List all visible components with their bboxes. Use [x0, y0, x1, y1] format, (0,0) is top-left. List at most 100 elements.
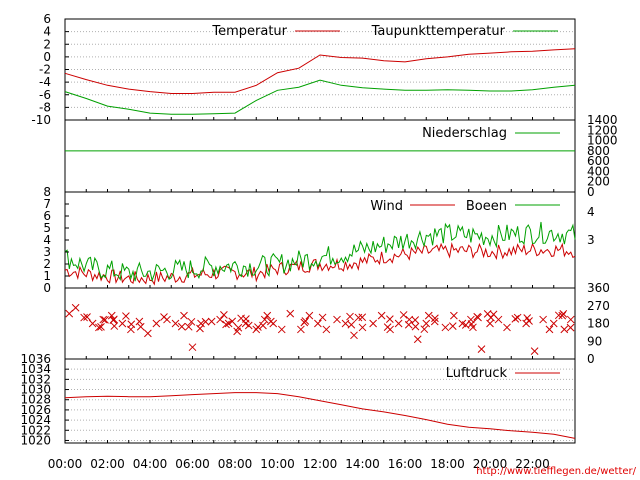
y-tick-label: 1026	[20, 403, 51, 417]
wind-direction-point	[286, 309, 295, 318]
wind-direction-point	[216, 315, 224, 324]
legend-temperatur-label: Temperatur	[211, 24, 287, 39]
wind-direction-point	[322, 325, 331, 334]
y-tick-label: 1022	[20, 423, 51, 437]
wind-direction-point	[318, 313, 327, 322]
wind-direction-point	[411, 316, 420, 324]
wind-direction-point	[431, 314, 439, 323]
wind-direction-point	[254, 323, 262, 331]
wind-direction-point	[503, 323, 511, 332]
wind-direction-point	[144, 329, 152, 338]
wind-direction-point	[301, 317, 310, 325]
y-tick-label: 6	[43, 209, 51, 223]
tick-label-layer: -10-8-6-4-202460200400600800100012001400…	[20, 12, 617, 471]
wind-direction-point	[180, 311, 188, 320]
x-tick-label: 04:00	[133, 457, 168, 471]
wind-direction-point	[110, 322, 119, 330]
wind-direction-point	[354, 313, 363, 322]
wind-direction-point	[136, 322, 145, 331]
y-right-tick-label: 800	[587, 144, 610, 158]
y-tick-label: 1024	[20, 413, 51, 427]
y-tick-label: 5	[43, 221, 51, 235]
wind-direction-point	[196, 324, 204, 333]
wind-direction-point	[107, 311, 116, 320]
wind-direction-point	[224, 319, 233, 328]
x-tick-label: 18:00	[430, 457, 465, 471]
grid-layer	[65, 31, 575, 441]
wind-direction-point	[448, 322, 457, 330]
wind-direction-point	[277, 325, 286, 334]
wind-direction-point	[259, 321, 267, 330]
legend-boeen-label: Boeen	[466, 199, 507, 214]
wind-direction-point	[220, 311, 228, 319]
legend-luftdruck-label: Luftdruck	[446, 366, 508, 381]
y-tick-label: 1020	[20, 433, 51, 447]
series-line-temperatur	[64, 48, 576, 94]
wind-direction-point	[566, 315, 575, 324]
wind-direction-point	[377, 311, 386, 320]
wind-direction-point	[469, 323, 477, 332]
wind-direction-point	[207, 317, 216, 326]
y-right-tick-label: 270	[587, 299, 610, 313]
wind-direction-point	[554, 311, 563, 320]
y-right-tick-label: 400	[587, 164, 610, 178]
wind-direction-point	[260, 315, 269, 324]
y-tick-label: -10	[31, 113, 51, 127]
y-right-tick-label: 1000	[587, 134, 618, 148]
wind-direction-point	[135, 317, 144, 326]
y-right-tick-label: 90	[587, 334, 602, 348]
wind-direction-point	[430, 317, 439, 326]
source-link[interactable]: http://www.tiefflegen.de/wetter/	[476, 466, 636, 477]
y-tick-label: -2	[39, 63, 51, 77]
x-tick-label: 06:00	[175, 457, 210, 471]
y-right-tick-label: 600	[587, 154, 610, 168]
legend-taupunkttemperatur-label: Taupunkttemperatur	[371, 24, 506, 39]
wind-direction-point	[394, 319, 403, 328]
wind-direction-point	[152, 319, 161, 328]
x-tick-label: 12:00	[303, 457, 338, 471]
y-right-tick-label: 4	[587, 205, 595, 219]
wind-direction-point	[171, 319, 180, 328]
wind-direction-point	[71, 303, 80, 312]
wind-direction-point	[383, 323, 392, 331]
wind-direction-point	[187, 317, 196, 326]
wind-direction-point	[188, 343, 197, 352]
wind-direction-point	[234, 323, 243, 332]
y-right-tick-label: 0	[587, 185, 595, 199]
y-tick-label: 3	[43, 245, 51, 259]
y-right-tick-label: 3	[587, 233, 595, 247]
wind-direction-point	[314, 319, 322, 328]
wind-direction-point	[80, 313, 88, 322]
wind-direction-point	[88, 319, 97, 328]
wind-direction-point	[222, 320, 230, 329]
wind-direction-point	[263, 311, 272, 320]
wind-direction-point	[83, 313, 91, 321]
wind-direction-point	[441, 323, 450, 332]
y-tick-label: -4	[39, 75, 51, 89]
wind-direction-point	[122, 312, 130, 320]
series-layer	[64, 48, 576, 439]
y-tick-label: 0	[43, 50, 51, 64]
y-tick-label: -6	[39, 88, 51, 102]
x-tick-label: 22:00	[515, 457, 550, 471]
wind-direction-point	[99, 315, 108, 324]
y-tick-label: 8	[43, 185, 51, 199]
wind-direction-point	[201, 317, 210, 326]
wind-direction-point	[513, 313, 522, 322]
wind-direction-point	[386, 315, 394, 323]
y-tick-label: 2	[43, 257, 51, 271]
y-tick-label: 1	[43, 269, 51, 283]
wind-direction-point	[539, 315, 547, 324]
wind-direction-point	[127, 320, 136, 329]
y-right-tick-label: 1400	[587, 113, 618, 127]
wind-direction-point	[420, 325, 429, 334]
y-right-tick-label: 1200	[587, 123, 618, 137]
wind-direction-point	[424, 311, 433, 320]
wind-direction-point	[341, 319, 350, 328]
wind-direction-point	[242, 315, 250, 323]
wind-direction-point	[244, 321, 253, 330]
wind-direction-point	[305, 311, 314, 320]
wind-direction-point	[101, 316, 109, 324]
wind-direction-point	[97, 323, 105, 331]
